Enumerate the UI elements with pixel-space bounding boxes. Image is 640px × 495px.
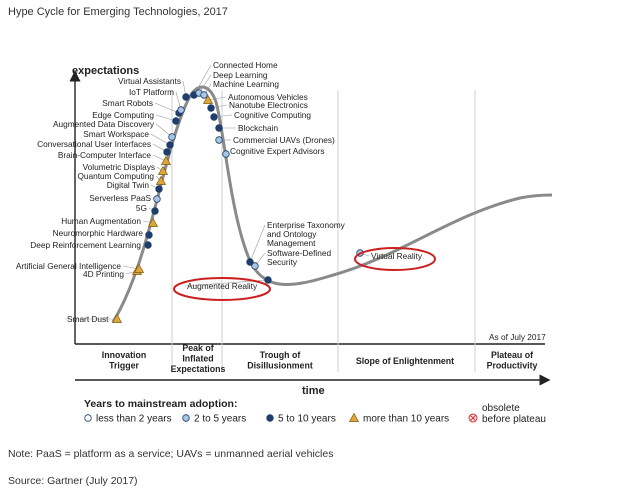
technology-label: Virtual Reality xyxy=(371,251,423,261)
5-to-10-years-marker xyxy=(266,414,274,422)
more-than-10-years-marker xyxy=(157,165,169,175)
5-to-10-years-marker xyxy=(163,148,171,156)
technology-label: Quantum Computing xyxy=(77,171,154,181)
5-to-10-years-marker xyxy=(210,113,218,121)
technology-label: Smart Dust xyxy=(67,314,109,324)
technology-label: Security xyxy=(267,257,298,267)
technology-label: Smart Robots xyxy=(102,98,153,108)
phase-label: Trigger xyxy=(109,361,139,371)
phase-label: Productivity xyxy=(487,361,538,371)
technology-label: Human Augmentation xyxy=(61,216,141,226)
technology-label: Deep Reinforcement Learning xyxy=(30,240,141,250)
augmented-reality-highlight xyxy=(173,277,271,301)
technology-label: Machine Learning xyxy=(213,79,279,89)
more-than-10-years-marker xyxy=(147,217,159,227)
technology-label: Blockchain xyxy=(238,123,279,133)
2-to-5-years-marker xyxy=(222,150,230,158)
technology-label: Digital Twin xyxy=(107,180,150,190)
technology-label: Augmented Data Discovery xyxy=(53,119,155,129)
phase-label: Disillusionment xyxy=(247,361,313,371)
5-to-10-years-marker xyxy=(151,207,159,215)
technology-label: Artificial General Intelligence xyxy=(16,261,122,271)
5-to-10-years-marker xyxy=(246,258,254,266)
technology-label: Virtual Assistants xyxy=(118,76,181,86)
technology-label: Autonomous Vehicles xyxy=(228,92,308,102)
abbreviation-note: Note: PaaS = platform as a service; UAVs… xyxy=(8,448,334,460)
5-to-10-years-marker xyxy=(264,276,272,284)
legend-title: Years to mainstream adoption: xyxy=(84,398,237,410)
5-to-10-years-marker xyxy=(207,104,215,112)
legend-label: 2 to 5 years xyxy=(194,414,246,425)
legend-label: less than 2 years xyxy=(96,414,172,425)
technology-label: Edge Computing xyxy=(92,110,154,120)
technology-label: 5G xyxy=(136,203,147,213)
leader-line xyxy=(154,102,180,114)
more-than-10-years-marker xyxy=(202,94,214,104)
2-to-5-years-marker xyxy=(182,414,190,422)
technology-label: Connected Home xyxy=(213,60,278,70)
leader-line xyxy=(249,224,266,263)
technology-label: IoT Platform xyxy=(129,87,174,97)
technology-label: Volumetric Displays xyxy=(83,162,155,172)
phase-label: Trough of xyxy=(260,350,301,360)
more-than-10-years-marker xyxy=(160,155,172,165)
2-to-5-years-marker xyxy=(215,136,223,144)
2-to-5-years-marker xyxy=(200,91,208,99)
5-to-10-years-marker xyxy=(166,141,174,149)
obsolete-cross xyxy=(470,415,476,421)
obsolete-before-plateau-icon xyxy=(468,413,478,423)
technology-label: Deep Learning xyxy=(213,70,268,80)
technology-label: 4D Printing xyxy=(83,269,124,279)
figure-title: Hype Cycle for Emerging Technologies, 20… xyxy=(8,6,228,18)
technology-label: Conversational User Interfaces xyxy=(37,139,151,149)
legend-label: before plateau xyxy=(482,414,546,425)
technology-label: Brain-Computer Interface xyxy=(58,150,152,160)
technology-label: Commercial UAVs (Drones) xyxy=(233,135,335,145)
5-to-10-years-marker xyxy=(215,124,223,132)
phase-label: Innovation xyxy=(102,350,146,360)
technology-label: Augmented Reality xyxy=(187,281,258,291)
technology-label: Neuromorphic Hardware xyxy=(53,228,144,238)
phase-label: Slope of Enlightenment xyxy=(356,356,454,366)
source-note: Source: Gartner (July 2017) xyxy=(8,475,138,487)
leader-line xyxy=(193,64,212,96)
technology-label: Software-Defined xyxy=(267,248,331,258)
more-than-10-years-marker xyxy=(133,263,145,273)
technology-label: and Ontology xyxy=(267,229,317,239)
x-axis-label: time xyxy=(302,385,325,397)
2-to-5-years-marker xyxy=(251,262,259,270)
5-to-10-years-marker xyxy=(144,241,152,249)
5-to-10-years-marker xyxy=(182,93,190,101)
virtual-reality-highlight xyxy=(354,247,436,271)
2-to-5-years-marker xyxy=(168,133,176,141)
legend-label: more than 10 years xyxy=(363,414,449,425)
more-than-10-years-marker xyxy=(155,175,167,185)
less-than-2-years-marker xyxy=(84,414,92,422)
technology-label: Serverless PaaS xyxy=(89,193,151,203)
as-of-label: As of July 2017 xyxy=(489,332,546,342)
5-to-10-years-marker xyxy=(172,117,180,125)
more-than-10-years-marker xyxy=(348,412,360,422)
5-to-10-years-marker xyxy=(155,185,163,193)
y-axis-label: expectations xyxy=(72,65,139,77)
leader-line xyxy=(207,96,227,101)
legend-label: 5 to 10 years xyxy=(278,414,336,425)
technology-label: Smart Workspace xyxy=(83,129,149,139)
5-to-10-years-marker xyxy=(145,231,153,239)
phase-label: Peak of xyxy=(182,343,213,353)
technology-label: Cognitive Expert Advisors xyxy=(230,146,325,156)
phase-label: Inflated xyxy=(182,354,213,364)
technology-label: Nanotube Electronics xyxy=(229,100,308,110)
phase-label: Plateau of xyxy=(491,350,533,360)
more-than-10-years-marker xyxy=(111,313,123,323)
technology-label: Cognitive Computing xyxy=(234,110,311,120)
2-to-5-years-marker xyxy=(177,106,185,114)
technology-label: Enterprise Taxonomy xyxy=(267,220,346,230)
legend-label: obsolete xyxy=(482,403,520,414)
phase-label: Expectations xyxy=(171,364,226,374)
2-to-5-years-marker xyxy=(153,195,161,203)
technology-label: Management xyxy=(267,238,316,248)
